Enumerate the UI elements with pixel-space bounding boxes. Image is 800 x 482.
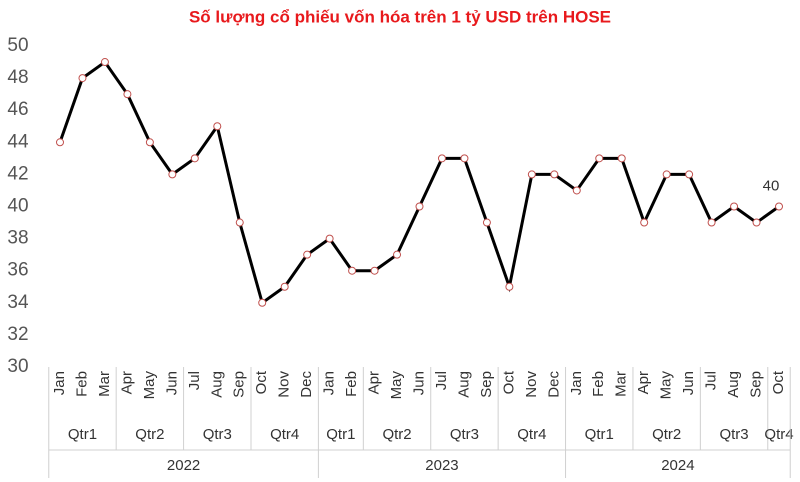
marker xyxy=(145,138,154,147)
marker xyxy=(78,74,87,83)
y-tick-label: 36 xyxy=(7,260,28,281)
chart-title: Số lượng cổ phiếu vốn hóa trên 1 tỷ USD … xyxy=(189,7,611,26)
marker xyxy=(640,218,649,227)
y-tick-label: 40 xyxy=(7,196,28,217)
marker xyxy=(595,154,604,163)
marker xyxy=(258,298,267,307)
x-tick-label: Mar xyxy=(96,371,113,397)
quarter-label: Qtr4 xyxy=(517,426,546,443)
year-label: 2022 xyxy=(167,457,200,474)
marker xyxy=(730,202,739,211)
quarter-label: Qtr3 xyxy=(719,426,748,443)
x-tick-label: Sep xyxy=(478,371,495,398)
year-label: 2024 xyxy=(661,457,694,474)
marker xyxy=(662,170,671,179)
quarter-label: Qtr1 xyxy=(68,426,97,443)
y-tick-label: 38 xyxy=(7,228,28,249)
marker xyxy=(572,186,581,195)
x-tick-label: May xyxy=(388,371,405,400)
marker xyxy=(235,218,244,227)
x-tick-label: Mar xyxy=(613,371,630,397)
x-tick-label: Sep xyxy=(231,371,248,398)
marker xyxy=(685,170,694,179)
quarter-label: Qtr1 xyxy=(326,426,355,443)
x-tick-label: Oct xyxy=(500,370,517,394)
x-tick-label: Jun xyxy=(410,371,427,395)
marker xyxy=(775,202,783,211)
x-tick-label: May xyxy=(141,371,158,400)
marker xyxy=(123,90,132,99)
marker xyxy=(370,266,379,275)
marker xyxy=(482,218,491,227)
x-tick-label: Jul xyxy=(703,371,720,390)
x-tick-label: Nov xyxy=(276,371,293,398)
x-tick-label: Jun xyxy=(163,371,180,395)
quarter-label: Qtr2 xyxy=(135,426,164,443)
marker xyxy=(460,154,469,163)
x-tick-label: Jul xyxy=(433,371,450,390)
marker xyxy=(325,234,334,243)
marker xyxy=(707,218,716,227)
marker xyxy=(168,170,177,179)
marker xyxy=(415,202,424,211)
x-tick-label: Feb xyxy=(343,371,360,397)
quarter-label: Qtr4 xyxy=(764,426,793,443)
y-tick-label: 44 xyxy=(7,131,29,152)
x-tick-label: Sep xyxy=(748,371,765,398)
x-tick-label: Apr xyxy=(635,371,652,394)
marker xyxy=(280,282,289,291)
x-tick-label: Jan xyxy=(321,371,338,395)
y-tick-label: 30 xyxy=(7,356,28,377)
x-tick-label: Dec xyxy=(298,371,315,398)
y-tick-label: 42 xyxy=(7,163,28,184)
x-tick-label: Feb xyxy=(73,371,90,397)
quarter-label: Qtr3 xyxy=(203,426,232,443)
x-tick-label: May xyxy=(658,371,675,400)
quarter-label: Qtr2 xyxy=(382,426,411,443)
quarter-label: Qtr2 xyxy=(652,426,681,443)
marker xyxy=(100,58,109,67)
marker xyxy=(437,154,446,163)
marker xyxy=(393,250,402,259)
x-tick-label: Aug xyxy=(725,371,742,398)
quarter-label: Qtr4 xyxy=(270,426,299,443)
y-tick-label: 46 xyxy=(7,99,28,120)
quarter-label: Qtr1 xyxy=(585,426,614,443)
x-tick-label: Apr xyxy=(366,371,383,394)
x-tick-label: Apr xyxy=(118,371,135,394)
x-tick-label: Jun xyxy=(680,371,697,395)
marker xyxy=(303,250,312,259)
data-label: 40 xyxy=(763,177,780,194)
y-tick-label: 50 xyxy=(7,35,28,56)
x-tick-label: Dec xyxy=(545,371,562,398)
y-tick-label: 32 xyxy=(7,324,28,345)
x-tick-label: Jan xyxy=(568,371,585,395)
x-tick-label: Aug xyxy=(208,371,225,398)
marker xyxy=(550,170,559,179)
line xyxy=(58,59,780,306)
marker xyxy=(348,266,357,275)
x-tick-label: Jan xyxy=(51,371,68,395)
marker xyxy=(752,218,761,227)
x-tick-label: Jul xyxy=(186,371,203,390)
marker xyxy=(527,170,536,179)
marker xyxy=(213,122,222,131)
year-label: 2023 xyxy=(425,457,458,474)
marker xyxy=(617,154,626,163)
x-tick-label: Oct xyxy=(770,370,787,394)
marker xyxy=(190,154,199,163)
x-tick-label: Feb xyxy=(590,371,607,397)
x-tick-label: Nov xyxy=(523,371,540,398)
quarter-label: Qtr3 xyxy=(450,426,479,443)
marker xyxy=(505,282,514,291)
y-tick-label: 48 xyxy=(7,67,28,88)
x-tick-label: Aug xyxy=(455,371,472,398)
x-tick-label: Oct xyxy=(253,370,270,394)
marker xyxy=(56,138,64,147)
y-tick-label: 34 xyxy=(7,292,29,313)
